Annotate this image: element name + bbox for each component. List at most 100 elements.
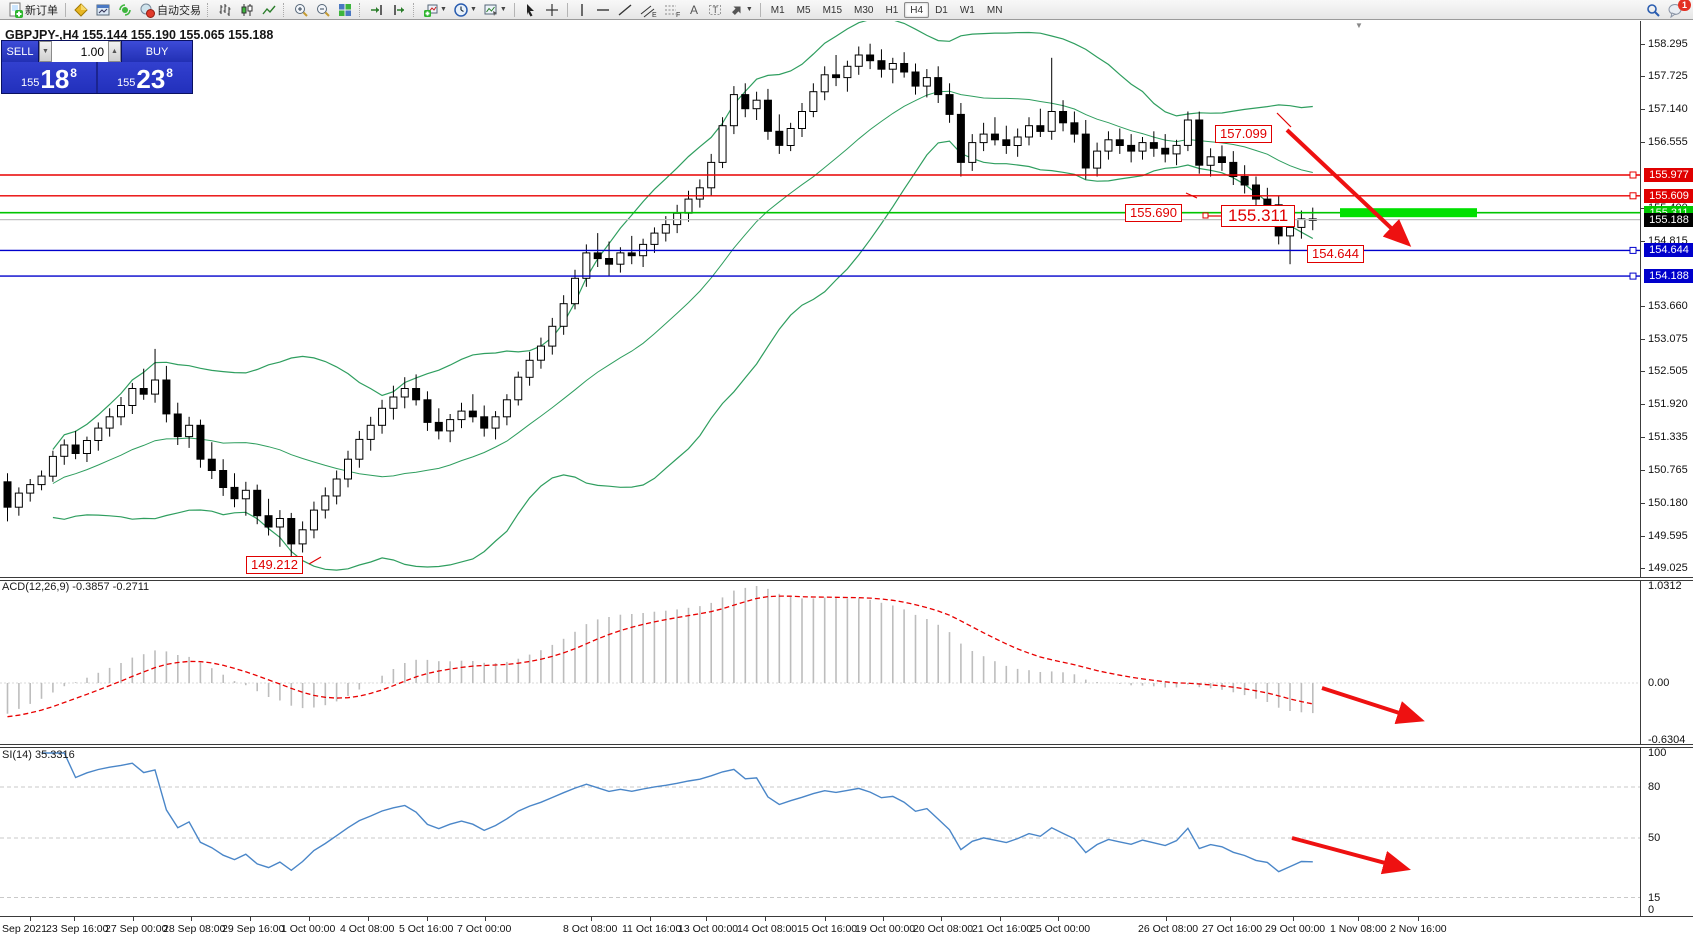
arrows-button[interactable]: ▼ — [726, 1, 756, 19]
timeframe-d1-button[interactable]: D1 — [935, 4, 948, 16]
channel-button[interactable]: E — [636, 1, 660, 19]
timeframe-h4-button[interactable]: H4 — [904, 1, 930, 18]
zoom-out-button[interactable] — [312, 1, 334, 19]
dropdown-arrow-icon: ▼ — [440, 6, 447, 13]
time-tick-label: 29 Oct 00:00 — [1265, 923, 1326, 935]
price-axis[interactable]: 158.295157.725157.140156.555155.400154.8… — [1640, 21, 1693, 916]
panel-separator[interactable] — [0, 744, 1693, 748]
price-annotation[interactable]: 154.644 — [1307, 245, 1364, 263]
time-tick-label: 19 Oct 00:00 — [855, 923, 916, 935]
market-watch-icon — [119, 3, 131, 16]
auto-scroll-button[interactable] — [366, 1, 388, 19]
one-click-trading-panel: SELL ▼ ▲ BUY 155 18 8 155 23 8 — [1, 40, 193, 94]
cursor-button[interactable] — [519, 1, 541, 19]
sell-button[interactable]: SELL — [2, 41, 39, 62]
new-chart-button[interactable] — [92, 1, 114, 19]
toolbar-grip — [283, 2, 287, 17]
svg-text:F: F — [676, 12, 680, 18]
search-button[interactable] — [1642, 1, 1664, 19]
line-chart-button[interactable] — [258, 1, 280, 19]
price-tick-label: 153.660 — [1648, 300, 1688, 312]
buy-button[interactable]: BUY — [121, 41, 192, 62]
macd-label: ACD(12,26,9) -0.3857 -0.2711 — [2, 581, 150, 593]
chat-button[interactable]: 1 — [1664, 0, 1691, 19]
svg-text:T: T — [712, 5, 718, 15]
time-tick-label: 2 Nov 16:00 — [1390, 923, 1447, 935]
fibonacci-button[interactable]: F — [660, 1, 684, 19]
timeframe-mn-button[interactable]: MN — [986, 4, 1003, 16]
trendline-button[interactable] — [614, 1, 636, 19]
time-tick — [1058, 917, 1059, 921]
zoom-out-icon — [317, 3, 330, 17]
bar-chart-button[interactable] — [214, 1, 236, 19]
axis-tick — [1641, 241, 1645, 242]
time-tick-label: 23 Sep 16:00 — [46, 923, 109, 935]
time-tick-label: 14 Oct 08:00 — [737, 923, 798, 935]
text-label-button[interactable]: T — [704, 1, 726, 19]
new-chart-icon — [96, 4, 110, 15]
sell-price[interactable]: 155 18 8 — [2, 62, 96, 93]
indicator-list-button[interactable] — [70, 1, 92, 19]
axis-tick — [1641, 44, 1645, 45]
price-badge: 154.644 — [1644, 243, 1693, 257]
crosshair-icon — [545, 3, 558, 16]
time-tick — [368, 917, 369, 921]
cursor-icon — [526, 3, 534, 16]
timeframe-m5-button[interactable]: M5 — [796, 4, 811, 16]
autotrading-button[interactable]: 自动交易 — [136, 1, 204, 19]
price-chart[interactable] — [0, 21, 1640, 942]
equidistant-channel-icon: E — [640, 5, 657, 18]
splitter-arrow-icon[interactable]: ▼ — [1355, 21, 1363, 30]
candlestick-button[interactable] — [236, 1, 258, 19]
toolbar-grip — [207, 2, 211, 17]
timeframe-m15-button[interactable]: M15 — [822, 4, 843, 16]
price-tick-label: 150.180 — [1648, 497, 1688, 509]
volume-increase-button[interactable]: ▲ — [108, 41, 121, 62]
timeframe-m30-button[interactable]: M30 — [854, 4, 874, 16]
text-button[interactable]: A — [684, 1, 704, 19]
market-watch-button[interactable] — [114, 1, 136, 19]
volume-decrease-button[interactable]: ▼ — [39, 41, 52, 62]
axis-tick — [1641, 339, 1645, 340]
sell-price-pips: 18 — [40, 64, 70, 94]
add-indicator-button[interactable]: ▼ — [420, 1, 450, 19]
price-annotation[interactable]: 155.311 — [1221, 205, 1296, 227]
timeframe-group: M1 M5 M15 M30 H1 H4 D1 W1 MN — [765, 1, 1009, 18]
timeframe-h1-button[interactable]: H1 — [885, 4, 899, 16]
crosshair-button[interactable] — [541, 1, 563, 19]
axis-tick — [1641, 568, 1645, 569]
sell-price-figure: 155 — [21, 77, 40, 89]
add-indicator-icon — [424, 4, 438, 17]
price-annotation[interactable]: 157.099 — [1215, 125, 1272, 143]
price-tick-label: 153.075 — [1648, 333, 1688, 345]
price-tick-label: 152.505 — [1648, 365, 1688, 377]
price-annotation[interactable]: 149.212 — [246, 556, 303, 574]
auto-scroll-icon — [371, 4, 382, 15]
chart-shift-button[interactable] — [388, 1, 410, 19]
time-axis[interactable]: Sep 2021 23 Sep 16:00 27 Sep 00:00 28 Sep 0… — [0, 916, 1693, 942]
timeframe-m1-button[interactable]: M1 — [770, 4, 785, 16]
vertical-line-button[interactable] — [572, 1, 592, 19]
volume-input[interactable] — [52, 41, 108, 62]
new-order-button[interactable]: 新订单 — [4, 1, 61, 19]
toolbar-grip — [359, 2, 363, 17]
templates-button[interactable]: ▼ — [480, 1, 510, 19]
price-annotation[interactable]: 155.690 — [1125, 204, 1182, 222]
buy-price[interactable]: 155 23 8 — [98, 62, 192, 93]
panel-separator[interactable] — [0, 577, 1693, 581]
dropdown-arrow-icon: ▼ — [469, 6, 477, 13]
horizontal-line-button[interactable] — [592, 1, 614, 19]
tile-windows-button[interactable] — [334, 1, 356, 19]
axis-tick — [1641, 437, 1645, 438]
zoom-in-button[interactable] — [290, 1, 312, 19]
periods-button[interactable]: ▼ — [450, 1, 480, 19]
horizontal-line-icon — [596, 8, 609, 11]
price-tick-label: 157.725 — [1648, 70, 1688, 82]
time-tick — [1293, 917, 1294, 921]
buy-price-figure: 155 — [117, 77, 136, 89]
buy-price-point: 8 — [166, 66, 173, 80]
toolbar-separator — [759, 2, 761, 17]
text-icon: A — [690, 3, 698, 17]
timeframe-w1-button[interactable]: W1 — [959, 4, 975, 16]
time-tick — [250, 917, 251, 921]
